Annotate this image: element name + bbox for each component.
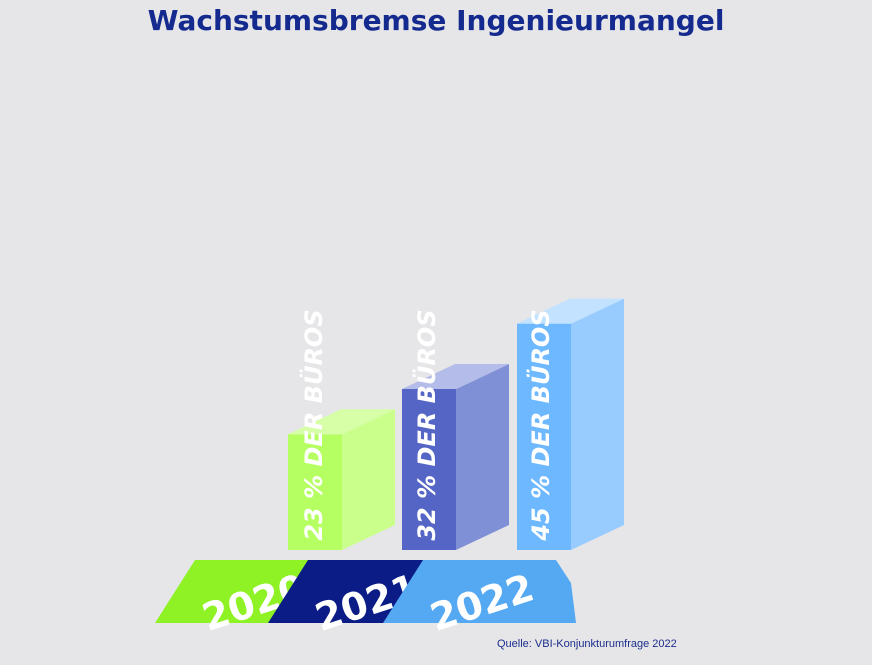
bar-front-2021 <box>402 389 456 550</box>
chart-title: Wachstumsbremse Ingenieurmangel <box>147 4 725 37</box>
bar-top-2020 <box>288 409 395 435</box>
bar-side-2022 <box>571 298 624 550</box>
bar-front-2022 <box>517 323 571 550</box>
value-label-2022: 45 % DER BÜROS <box>525 309 555 541</box>
bar-side-2021 <box>456 364 509 550</box>
bar-front-2020 <box>288 434 342 550</box>
source-note: Quelle: VBI-Konjunkturumfrage 2022 <box>497 638 677 650</box>
base-band-2022 <box>383 560 576 623</box>
value-label-2021: 32 % DER BÜROS <box>411 309 441 540</box>
bar-side-2020 <box>342 409 395 550</box>
bar-top-2022 <box>517 298 624 324</box>
bar-top-2021 <box>402 364 509 390</box>
value-label-2020: 23 % DER BÜROS <box>298 309 328 540</box>
